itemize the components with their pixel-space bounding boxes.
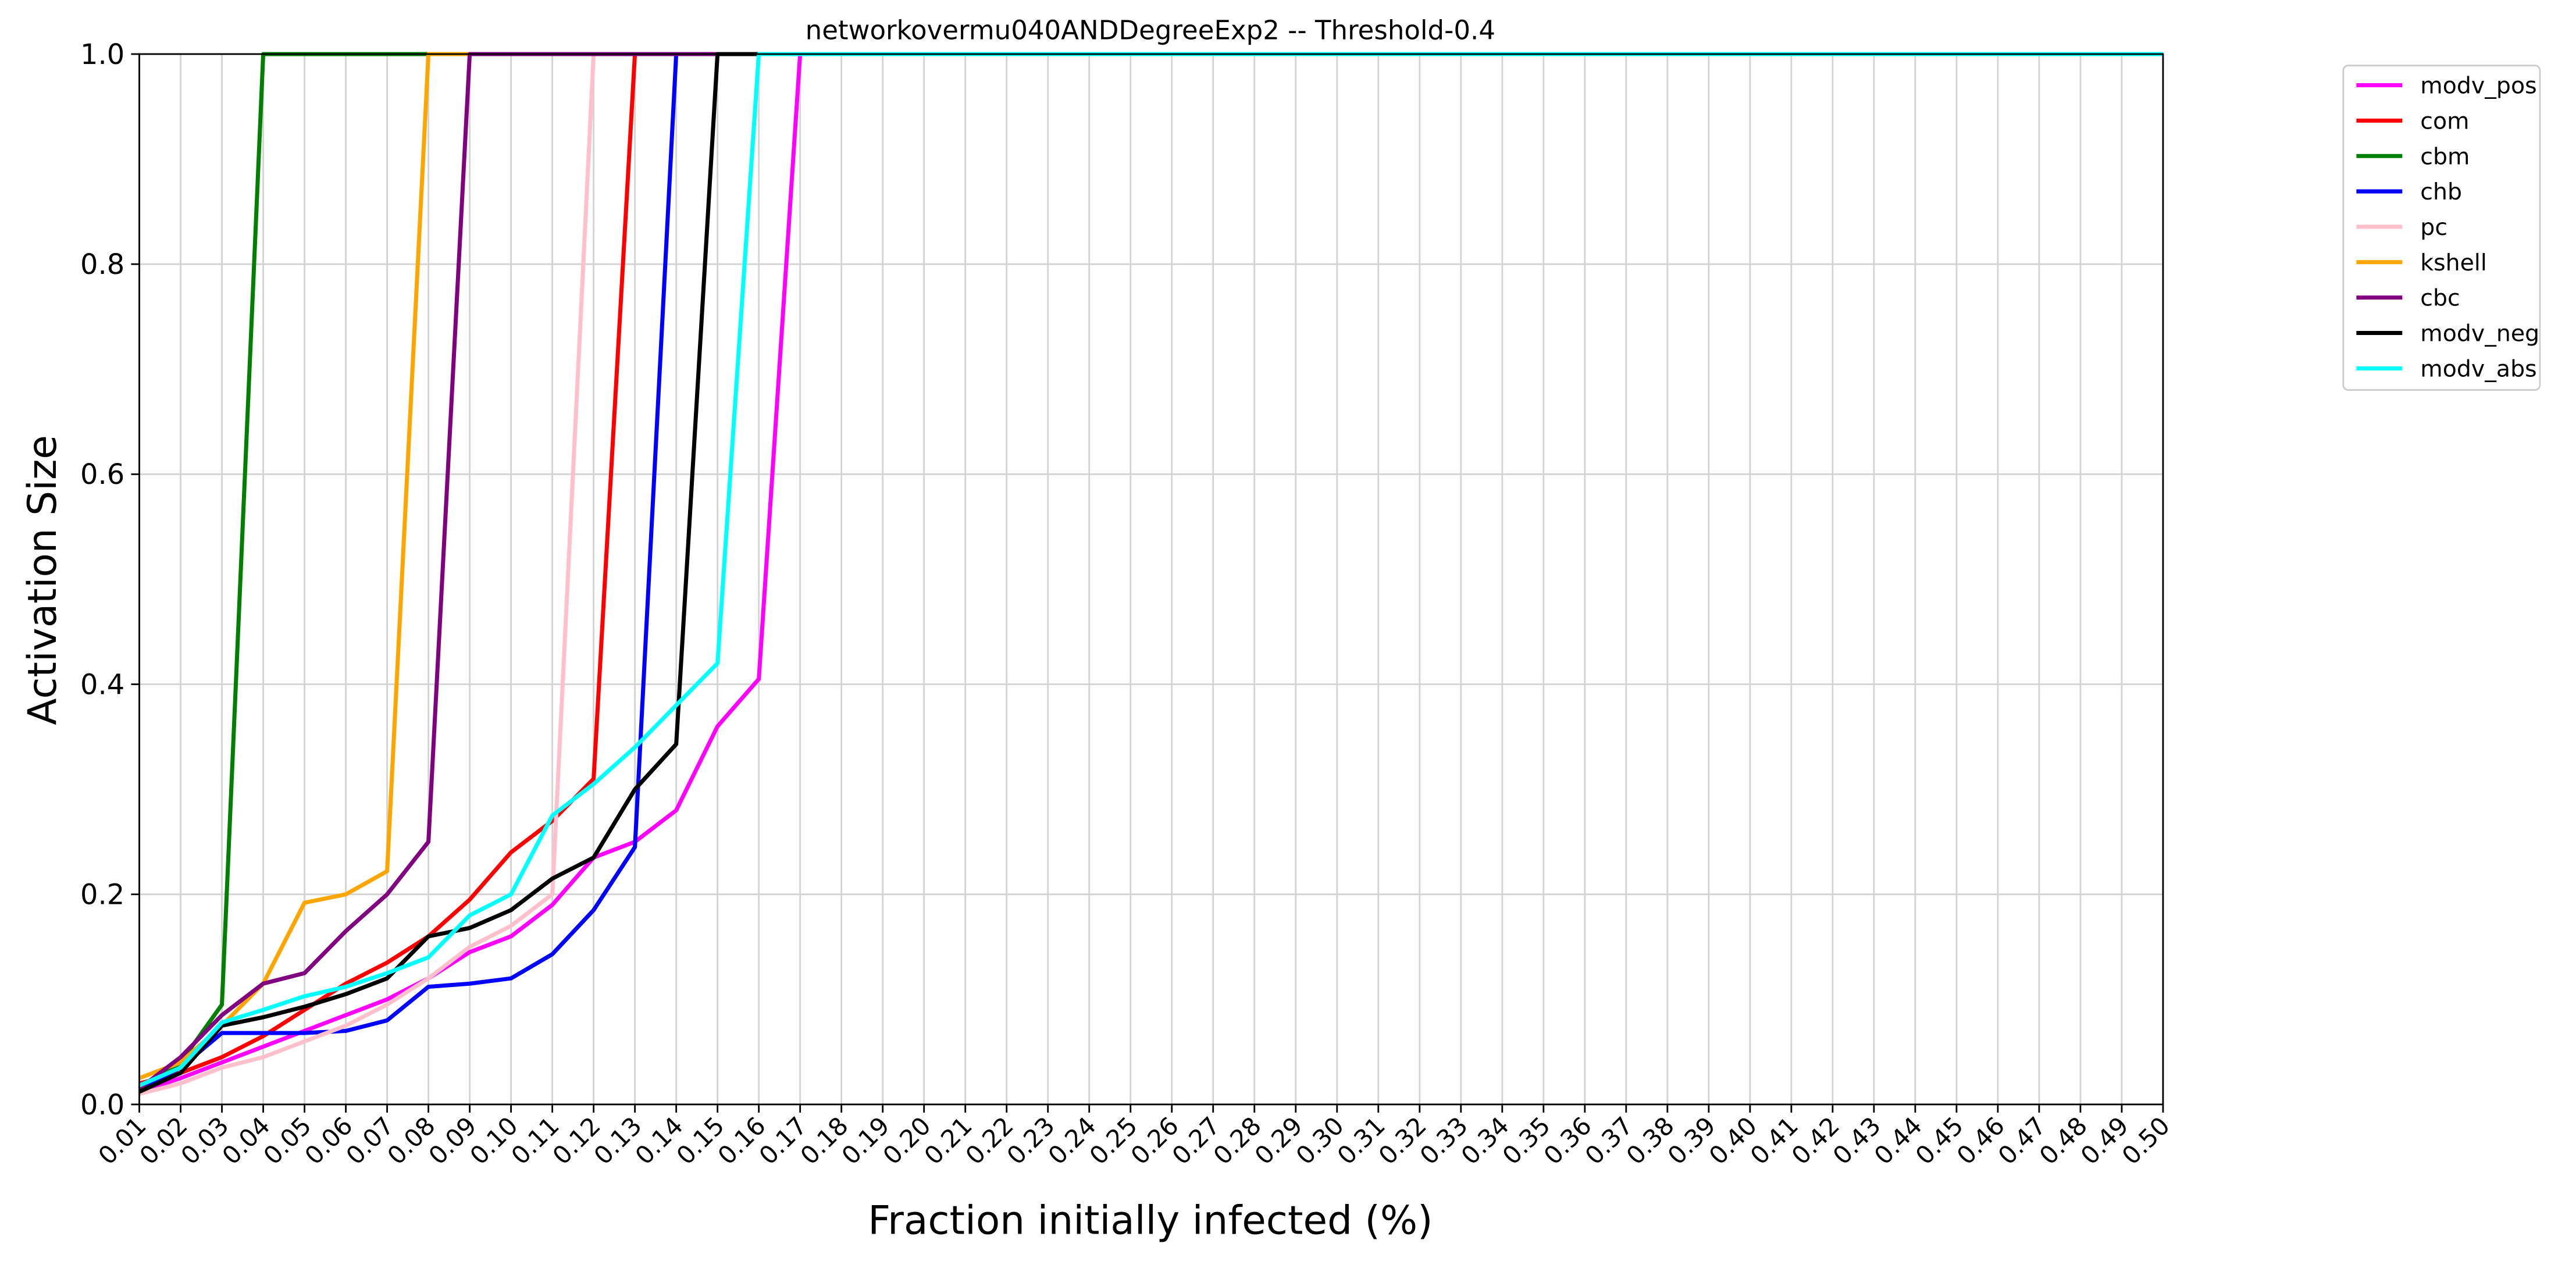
legend-label: chb bbox=[2420, 179, 2462, 205]
y-tick-label: 1.0 bbox=[80, 39, 124, 71]
legend-label: com bbox=[2420, 108, 2469, 134]
legend-label: pc bbox=[2420, 214, 2447, 241]
x-tick-label: 0.50 bbox=[2117, 1111, 2175, 1170]
y-tick-label: 0.0 bbox=[80, 1089, 124, 1121]
x-axis-label: Fraction initially infected (%) bbox=[868, 1197, 1433, 1243]
legend-label: cbc bbox=[2420, 285, 2460, 312]
plot-frame bbox=[138, 53, 2164, 1106]
legend-label: modv_pos bbox=[2420, 73, 2536, 99]
y-tick-label: 0.2 bbox=[80, 879, 124, 911]
legend-label: kshell bbox=[2420, 250, 2487, 276]
y-tick-label: 0.4 bbox=[80, 669, 124, 701]
legend-box bbox=[2342, 65, 2541, 391]
y-tick-label: 0.8 bbox=[80, 249, 124, 281]
legend-label: modv_neg bbox=[2420, 320, 2539, 347]
y-axis-label: Activation Size bbox=[19, 435, 65, 725]
legend-label: modv_abs bbox=[2420, 355, 2536, 382]
chart-title: networkovermu040ANDDegreeExp2 -- Thresho… bbox=[806, 15, 1495, 46]
legend-label: cbm bbox=[2420, 143, 2470, 170]
y-tick-label: 0.6 bbox=[80, 459, 124, 491]
